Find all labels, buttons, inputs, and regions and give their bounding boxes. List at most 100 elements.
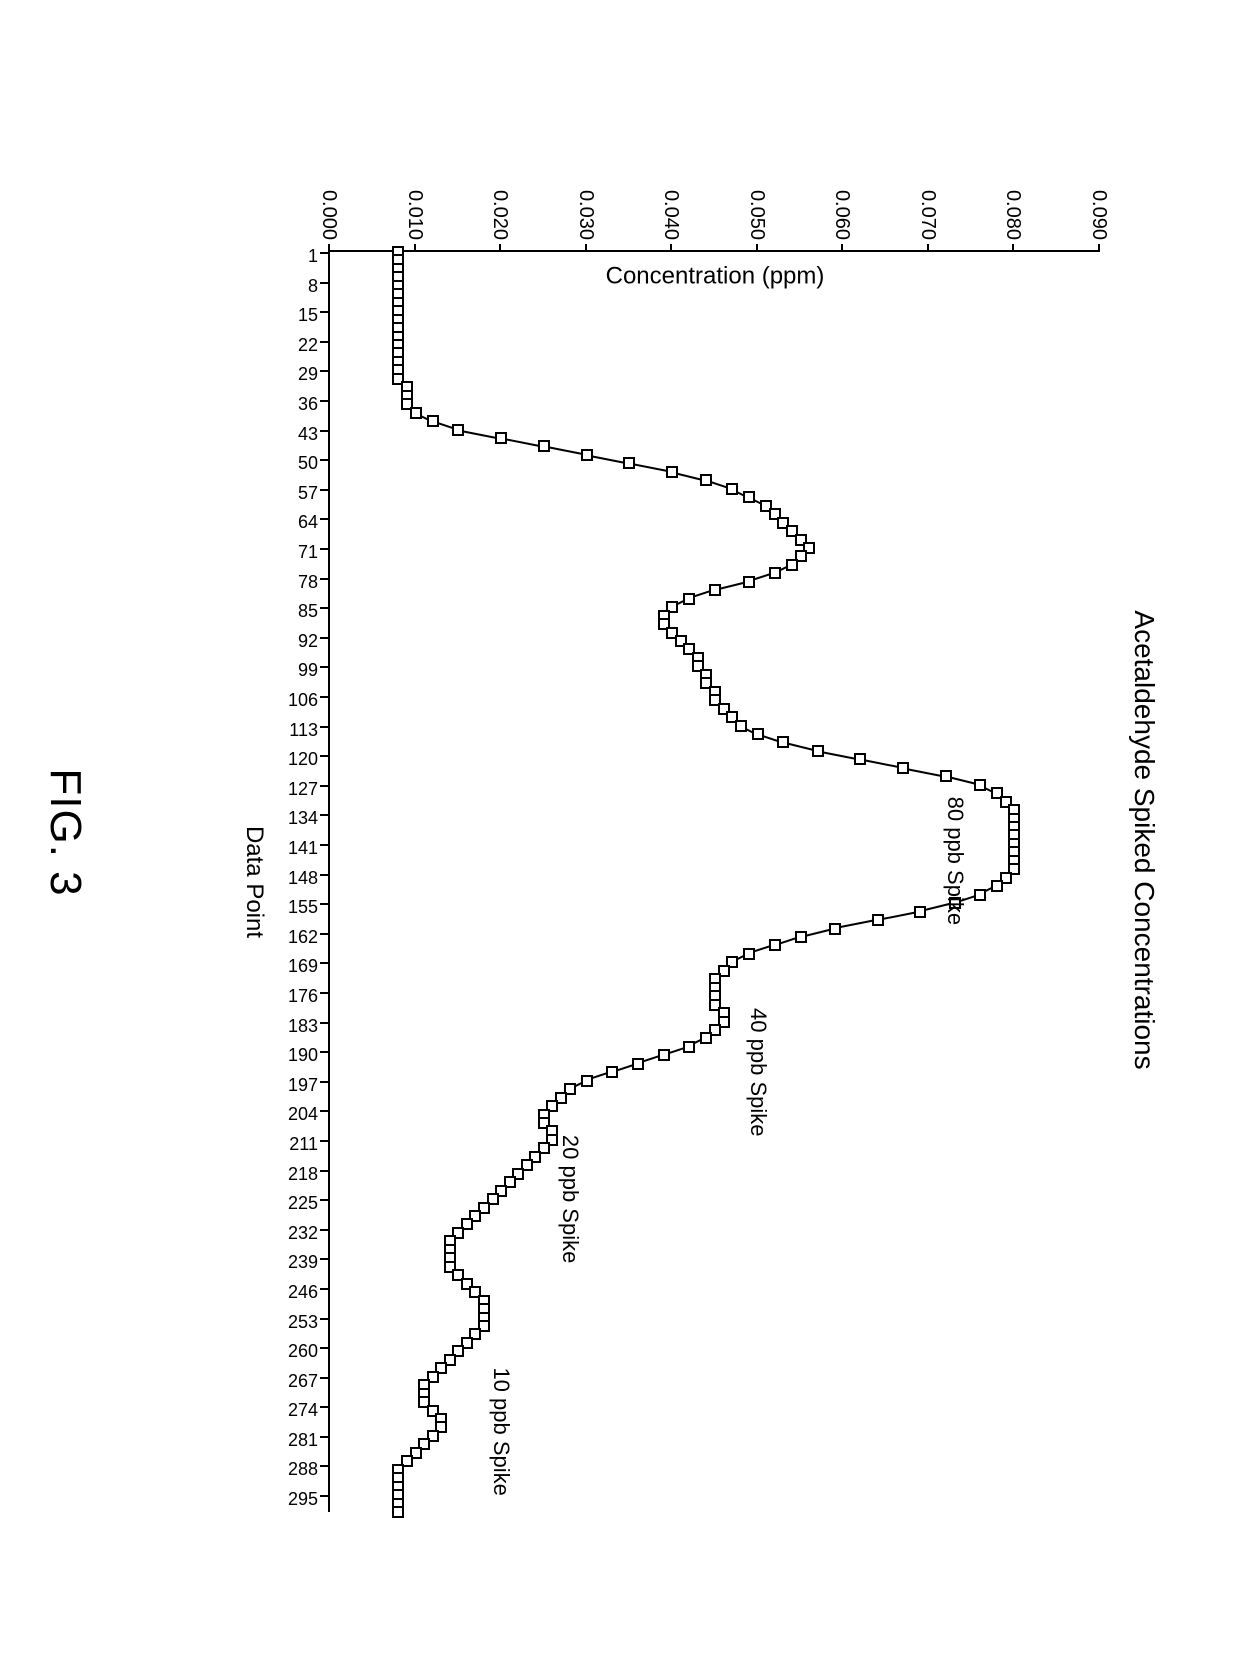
series-marker xyxy=(743,491,755,503)
chart-annotation: 80 ppb Spike xyxy=(942,797,968,925)
x-tick-label: 246 xyxy=(288,1282,318,1303)
x-tick-mark xyxy=(320,430,328,432)
x-tick-mark xyxy=(320,1258,328,1260)
x-tick-label: 169 xyxy=(288,956,318,977)
x-tick-label: 197 xyxy=(288,1075,318,1096)
series-marker xyxy=(581,449,593,461)
x-tick-mark xyxy=(320,1199,328,1201)
x-tick-label: 1 xyxy=(308,246,318,267)
series-marker xyxy=(700,1032,712,1044)
y-tick-mark xyxy=(841,244,843,252)
x-tick-mark xyxy=(320,1288,328,1290)
y-tick-mark xyxy=(328,244,330,252)
x-tick-mark xyxy=(320,844,328,846)
y-tick-label: 0.020 xyxy=(488,190,511,240)
chart-annotation: 10 ppb Spike xyxy=(488,1367,514,1495)
series-marker xyxy=(752,728,764,740)
series-marker xyxy=(795,931,807,943)
x-tick-mark xyxy=(320,489,328,491)
x-tick-mark xyxy=(320,1170,328,1172)
page: Acetaldehyde Spiked Concentrations Conce… xyxy=(0,0,1240,1665)
x-tick-mark xyxy=(320,370,328,372)
y-tick-label: 0.010 xyxy=(403,190,426,240)
x-tick-mark xyxy=(320,1110,328,1112)
x-tick-mark xyxy=(320,1318,328,1320)
chart-annotation: 40 ppb Spike xyxy=(745,1008,771,1136)
series-marker xyxy=(495,432,507,444)
x-tick-label: 64 xyxy=(298,512,318,533)
y-tick-label: 0.040 xyxy=(659,190,682,240)
x-tick-label: 267 xyxy=(288,1371,318,1392)
x-tick-mark xyxy=(320,459,328,461)
y-tick-label: 0.060 xyxy=(830,190,853,240)
series-marker xyxy=(974,889,986,901)
x-tick-mark xyxy=(320,1406,328,1408)
x-tick-mark xyxy=(320,696,328,698)
x-tick-label: 183 xyxy=(288,1016,318,1037)
x-tick-label: 22 xyxy=(298,335,318,356)
series-marker xyxy=(581,1075,593,1087)
x-tick-label: 274 xyxy=(288,1400,318,1421)
x-tick-mark xyxy=(320,785,328,787)
x-tick-label: 15 xyxy=(298,305,318,326)
x-tick-label: 50 xyxy=(298,453,318,474)
series-marker xyxy=(872,914,884,926)
x-tick-mark xyxy=(320,578,328,580)
x-tick-mark xyxy=(320,962,328,964)
y-tick-label: 0.000 xyxy=(317,190,340,240)
series-marker xyxy=(743,948,755,960)
x-tick-mark xyxy=(320,607,328,609)
x-tick-label: 253 xyxy=(288,1312,318,1333)
series-marker xyxy=(854,753,866,765)
x-tick-mark xyxy=(320,726,328,728)
x-tick-label: 162 xyxy=(288,927,318,948)
x-tick-label: 43 xyxy=(298,424,318,445)
series-marker xyxy=(683,593,695,605)
y-tick-label: 0.050 xyxy=(745,190,768,240)
series-marker xyxy=(769,567,781,579)
series-marker xyxy=(623,457,635,469)
chart-annotation: 20 ppb Spike xyxy=(557,1135,583,1263)
y-axis-label: Concentration (ppm) xyxy=(606,262,825,290)
series-marker xyxy=(658,1049,670,1061)
x-tick-label: 71 xyxy=(298,542,318,563)
x-tick-mark xyxy=(320,814,328,816)
x-tick-label: 260 xyxy=(288,1341,318,1362)
x-tick-label: 288 xyxy=(288,1459,318,1480)
x-tick-mark xyxy=(320,992,328,994)
x-tick-mark xyxy=(320,637,328,639)
figure-label: FIG. 3 xyxy=(40,0,90,1665)
x-tick-label: 134 xyxy=(288,808,318,829)
x-tick-mark xyxy=(320,1229,328,1231)
x-tick-label: 211 xyxy=(289,1134,318,1155)
y-tick-mark xyxy=(414,244,416,252)
series-marker xyxy=(786,559,798,571)
rotated-chart-container: Acetaldehyde Spiked Concentrations Conce… xyxy=(0,0,1240,1665)
series-marker xyxy=(709,584,721,596)
y-tick-label: 0.070 xyxy=(916,190,939,240)
x-tick-mark xyxy=(320,400,328,402)
x-tick-mark xyxy=(320,874,328,876)
y-tick-mark xyxy=(1098,244,1100,252)
series-marker xyxy=(897,762,909,774)
x-tick-label: 36 xyxy=(298,394,318,415)
x-tick-label: 127 xyxy=(288,779,318,800)
y-tick-mark xyxy=(499,244,501,252)
chart-area: Acetaldehyde Spiked Concentrations Conce… xyxy=(160,160,1180,1520)
x-tick-label: 141 xyxy=(288,838,318,859)
chart-title: Acetaldehyde Spiked Concentrations xyxy=(1128,160,1160,1520)
x-tick-label: 239 xyxy=(288,1252,318,1273)
x-tick-mark xyxy=(320,755,328,757)
x-tick-mark xyxy=(320,252,328,254)
x-tick-label: 78 xyxy=(298,572,318,593)
x-tick-mark xyxy=(320,1022,328,1024)
x-tick-label: 99 xyxy=(298,660,318,681)
series-marker xyxy=(632,1058,644,1070)
y-tick-label: 0.030 xyxy=(574,190,597,240)
x-tick-label: 281 xyxy=(288,1430,318,1451)
x-tick-label: 225 xyxy=(288,1193,318,1214)
x-tick-label: 204 xyxy=(288,1104,318,1125)
series-marker xyxy=(991,880,1003,892)
x-tick-label: 8 xyxy=(308,276,318,297)
series-marker xyxy=(974,779,986,791)
